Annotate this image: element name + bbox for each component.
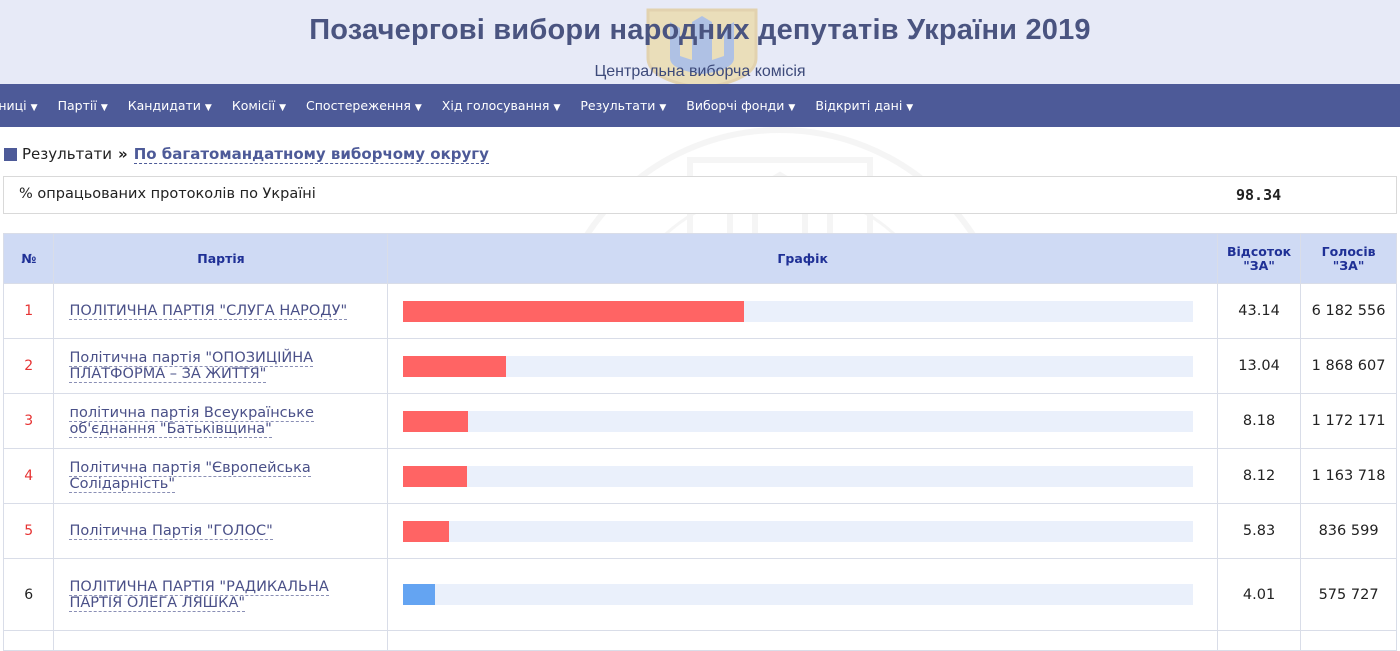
processed-protocols-box: % опрацьованих протоколів по Україні 98.… <box>3 176 1397 214</box>
table-row: 6 ПОЛІТИЧНА ПАРТІЯ "РАДИКАЛЬНА ПАРТІЯ ОЛ… <box>2 558 1397 631</box>
nav-item-observation[interactable]: Спостереження ▼ <box>306 98 422 113</box>
table-row <box>2 630 1397 651</box>
site-subtitle: Центральна виборча комісія <box>594 63 806 80</box>
votes-cell: 1 163 718 <box>1300 448 1397 504</box>
nav-item-commissions[interactable]: Комісії ▼ <box>231 98 287 113</box>
nav-item-stations[interactable]: ьниці▼ <box>0 98 38 113</box>
chart-bar <box>403 584 436 605</box>
chart-track <box>403 300 1194 322</box>
votes-cell: 836 599 <box>1300 503 1397 559</box>
party-link[interactable]: Політична Партія "ГОЛОС" <box>69 523 273 540</box>
caret-down-icon: ▼ <box>204 103 212 113</box>
party-link[interactable]: Політична партія "Європейська Солідарніс… <box>69 460 311 493</box>
caret-down-icon: ▼ <box>788 103 796 113</box>
party-link[interactable]: політична партія Всеукраїнське об'єднанн… <box>69 405 314 438</box>
caret-down-icon: ▼ <box>414 103 422 113</box>
chart-bar <box>403 300 745 322</box>
nav-item-parties[interactable]: Партії ▼ <box>57 98 108 113</box>
breadcrumb: Результати » По багатомандатному виборчо… <box>4 143 489 165</box>
breadcrumb-root[interactable]: Результати <box>22 145 112 163</box>
main-nav: ьниці▼ Партії▼ Кандидати▼ Комісії▼ Спост… <box>0 84 1400 127</box>
table-row: 1 ПОЛІТИЧНА ПАРТІЯ "СЛУГА НАРОДУ" 43.14 … <box>2 283 1397 339</box>
breadcrumb-current[interactable]: По багатомандатному виборчому округу <box>133 144 489 164</box>
chart-track <box>403 465 1194 487</box>
caret-down-icon: ▼ <box>659 103 667 113</box>
chart-track <box>403 584 1194 605</box>
row-number: 4 <box>2 448 55 504</box>
results-table: № Партія Графік Відсоток "ЗА" Голосів "З… <box>2 233 1397 651</box>
nav-item-results[interactable]: Результати ▼ <box>580 98 667 113</box>
breadcrumb-square-icon <box>4 147 17 161</box>
header-percent: Відсоток "ЗА" <box>1216 233 1302 284</box>
party-link[interactable]: ПОЛІТИЧНА ПАРТІЯ "СЛУГА НАРОДУ" <box>69 303 348 320</box>
row-number: 1 <box>2 283 55 339</box>
nav-item-candidates[interactable]: Кандидати ▼ <box>127 98 212 113</box>
table-header-row: № Партія Графік Відсоток "ЗА" Голосів "З… <box>2 233 1397 284</box>
percent-cell: 8.18 <box>1216 393 1302 449</box>
percent-cell: 5.83 <box>1216 503 1302 559</box>
processed-value: 98.34 <box>1236 186 1282 204</box>
percent-cell: 43.14 <box>1216 283 1302 339</box>
party-link[interactable]: Політична партія "ОПОЗИЦІЙНА ПЛАТФОРМА –… <box>69 350 314 383</box>
percent-cell: 8.12 <box>1216 448 1302 504</box>
header-party: Партія <box>53 233 389 284</box>
table-row: 5 Політична Партія "ГОЛОС" 5.83 836 599 <box>2 503 1397 559</box>
chart-bar <box>403 410 469 432</box>
percent-cell: 4.01 <box>1216 558 1302 631</box>
site-header: Позачергові вибори народних депутатів Ук… <box>0 0 1400 84</box>
chart-bar <box>403 520 450 542</box>
trident-emblem-icon <box>646 8 758 84</box>
row-number: 2 <box>2 338 55 394</box>
caret-down-icon: ▼ <box>30 103 38 113</box>
table-row: 3 політична партія Всеукраїнське об'єдна… <box>2 393 1397 449</box>
processed-label: % опрацьованих протоколів по Україні <box>19 186 316 202</box>
caret-down-icon: ▼ <box>279 103 287 113</box>
header-num: № <box>2 233 55 284</box>
header-chart: Графік <box>387 233 1218 284</box>
row-number: 5 <box>2 503 55 559</box>
caret-down-icon: ▼ <box>553 103 561 113</box>
caret-down-icon: ▼ <box>100 103 108 113</box>
nav-item-open-data[interactable]: Відкриті дані ▼ <box>815 98 914 113</box>
votes-cell: 1 868 607 <box>1300 338 1397 394</box>
votes-cell: 575 727 <box>1300 558 1397 631</box>
chart-bar <box>403 465 468 487</box>
caret-down-icon: ▼ <box>906 103 914 113</box>
row-number: 6 <box>2 558 55 631</box>
row-number: 3 <box>2 393 55 449</box>
table-row: 2 Політична партія "ОПОЗИЦІЙНА ПЛАТФОРМА… <box>2 338 1397 394</box>
header-votes: Голосів "ЗА" <box>1300 233 1397 284</box>
votes-cell: 1 172 171 <box>1300 393 1397 449</box>
chart-track <box>403 410 1194 432</box>
votes-cell: 6 182 556 <box>1300 283 1397 339</box>
nav-item-voting-progress[interactable]: Хід голосування ▼ <box>441 98 561 113</box>
party-link[interactable]: ПОЛІТИЧНА ПАРТІЯ "РАДИКАЛЬНА ПАРТІЯ ОЛЕГ… <box>69 578 329 612</box>
percent-cell: 13.04 <box>1216 338 1302 394</box>
breadcrumb-separator: » <box>117 145 128 163</box>
table-row: 4 Політична партія "Європейська Солідарн… <box>2 448 1397 504</box>
nav-item-election-funds[interactable]: Виборчі фонди ▼ <box>686 98 796 113</box>
chart-bar <box>403 355 507 377</box>
site-title: Позачергові вибори народних депутатів Ук… <box>309 14 1091 46</box>
chart-track <box>403 520 1194 542</box>
chart-track <box>403 355 1194 377</box>
